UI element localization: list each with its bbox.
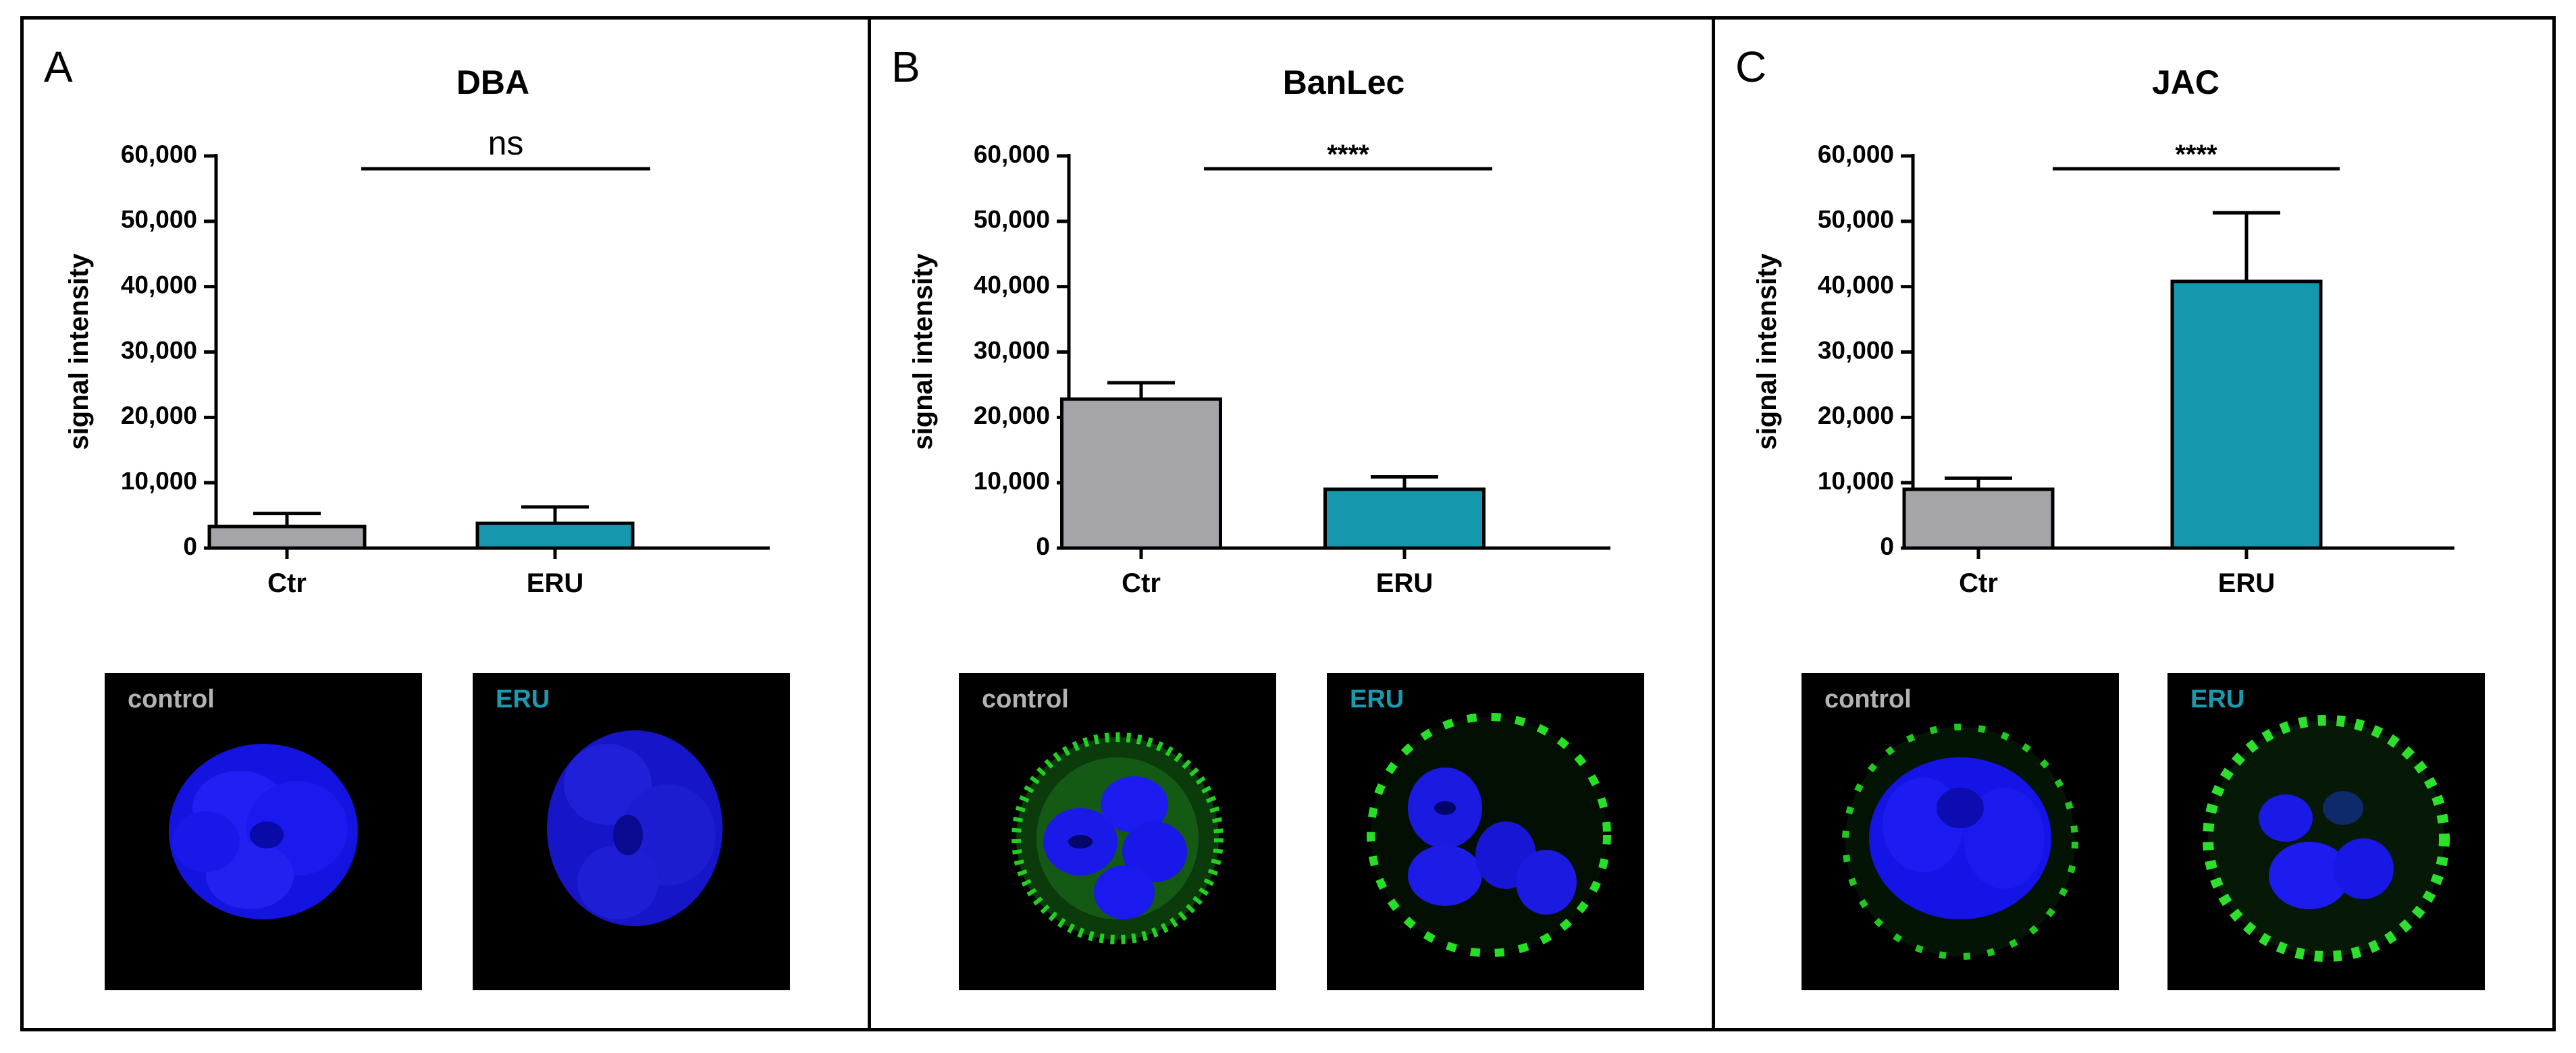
y-tick-label: 20,000 xyxy=(974,402,1050,429)
y-axis-label: signal intensity xyxy=(64,253,94,450)
y-tick-label: 0 xyxy=(1036,533,1050,560)
micrograph-control: control xyxy=(959,673,1276,990)
cell-image xyxy=(2203,715,2450,962)
micrograph-label: control xyxy=(1824,685,1912,713)
significance-label: **** xyxy=(1327,140,1369,169)
panel-letter: C xyxy=(1735,43,1767,91)
chart-title: JAC xyxy=(2152,63,2219,101)
y-tick-label: 60,000 xyxy=(974,140,1050,168)
cell-image xyxy=(1011,732,1224,944)
bar-chart-jac: JAC signal intensity 0 10,000 20,000 30,000 40… xyxy=(1752,63,2454,598)
x-tick-label: ERU xyxy=(1376,568,1433,598)
y-tick-label: 50,000 xyxy=(1818,206,1894,234)
y-tick-label: 30,000 xyxy=(974,336,1050,364)
y-tick-label: 60,000 xyxy=(121,140,197,168)
y-tick-label: 40,000 xyxy=(121,271,197,298)
y-tick-label: 10,000 xyxy=(1818,467,1894,495)
x-tick-label: Ctr xyxy=(267,568,307,598)
y-tick-label: 30,000 xyxy=(1818,336,1894,364)
y-tick-label: 50,000 xyxy=(121,206,197,234)
micrograph-label: ERU xyxy=(2190,685,2245,713)
bar-eru xyxy=(475,521,635,550)
micrograph-control: control xyxy=(105,673,422,990)
micrograph-eru: ERU xyxy=(1327,673,1644,990)
x-tick-label: ERU xyxy=(527,568,583,598)
y-tick-label: 40,000 xyxy=(974,271,1050,298)
bar-chart-banlec: BanLec signal intensity 0 10,000 20,000 30,00… xyxy=(908,63,1610,598)
y-tick-label: 10,000 xyxy=(121,467,197,495)
y-axis-label: signal intensity xyxy=(1752,253,1782,450)
cell-image xyxy=(547,730,722,926)
y-tick-label: 0 xyxy=(1880,533,1894,560)
y-tick-label: 10,000 xyxy=(974,467,1050,495)
significance-label: ns xyxy=(488,124,524,162)
panel-b: B BanLec signal intensity 0 10,000 20,000 30,… xyxy=(871,16,1712,1031)
significance-label: **** xyxy=(2175,140,2217,169)
bar-eru xyxy=(2170,279,2323,550)
y-tick-label: 40,000 xyxy=(1818,271,1894,298)
panel-divider-ab xyxy=(868,16,871,1031)
cell-image xyxy=(1367,713,1611,957)
micrograph-control: control xyxy=(1802,673,2119,990)
x-tick-label: Ctr xyxy=(1959,568,1998,598)
panel-letter: A xyxy=(44,43,73,91)
micrograph-eru: ERU xyxy=(2167,673,2485,990)
panel-a: A DBA signal intensity 0 10,000 20,000 30,000… xyxy=(24,16,868,1031)
x-tick-label: ERU xyxy=(2218,568,2275,598)
y-tick-label: 60,000 xyxy=(1818,140,1894,168)
chart-title: BanLec xyxy=(1283,63,1405,101)
bar-ctr xyxy=(207,524,367,550)
panel-c: C JAC signal intensity 0 10,000 20,000 30,000… xyxy=(1715,16,2556,1031)
micrograph-label: ERU xyxy=(496,685,550,713)
cell-image xyxy=(1842,724,2078,960)
panel-divider-bc xyxy=(1712,16,1715,1031)
y-tick-label: 30,000 xyxy=(121,336,197,364)
y-tick-label: 0 xyxy=(183,533,197,560)
x-tick-label: Ctr xyxy=(1122,568,1161,598)
panel-letter: B xyxy=(891,43,920,91)
micrograph-label: control xyxy=(128,685,215,713)
micrograph-label: control xyxy=(982,685,1069,713)
y-tick-label: 50,000 xyxy=(974,206,1050,234)
bar-chart-dba: DBA signal intensity 0 10,000 20,000 30,000 40… xyxy=(64,63,770,598)
y-tick-label: 20,000 xyxy=(121,402,197,429)
bar-ctr xyxy=(1060,397,1222,550)
micrograph-label: ERU xyxy=(1350,685,1404,713)
figure-frame xyxy=(20,16,2556,1031)
chart-title: DBA xyxy=(456,63,529,101)
micrograph-eru: ERU xyxy=(473,673,790,990)
bar-ctr xyxy=(1902,487,2055,550)
y-tick-label: 20,000 xyxy=(1818,402,1894,429)
cell-image xyxy=(169,744,358,919)
y-axis-label: signal intensity xyxy=(908,253,938,450)
bar-eru xyxy=(1323,487,1486,550)
